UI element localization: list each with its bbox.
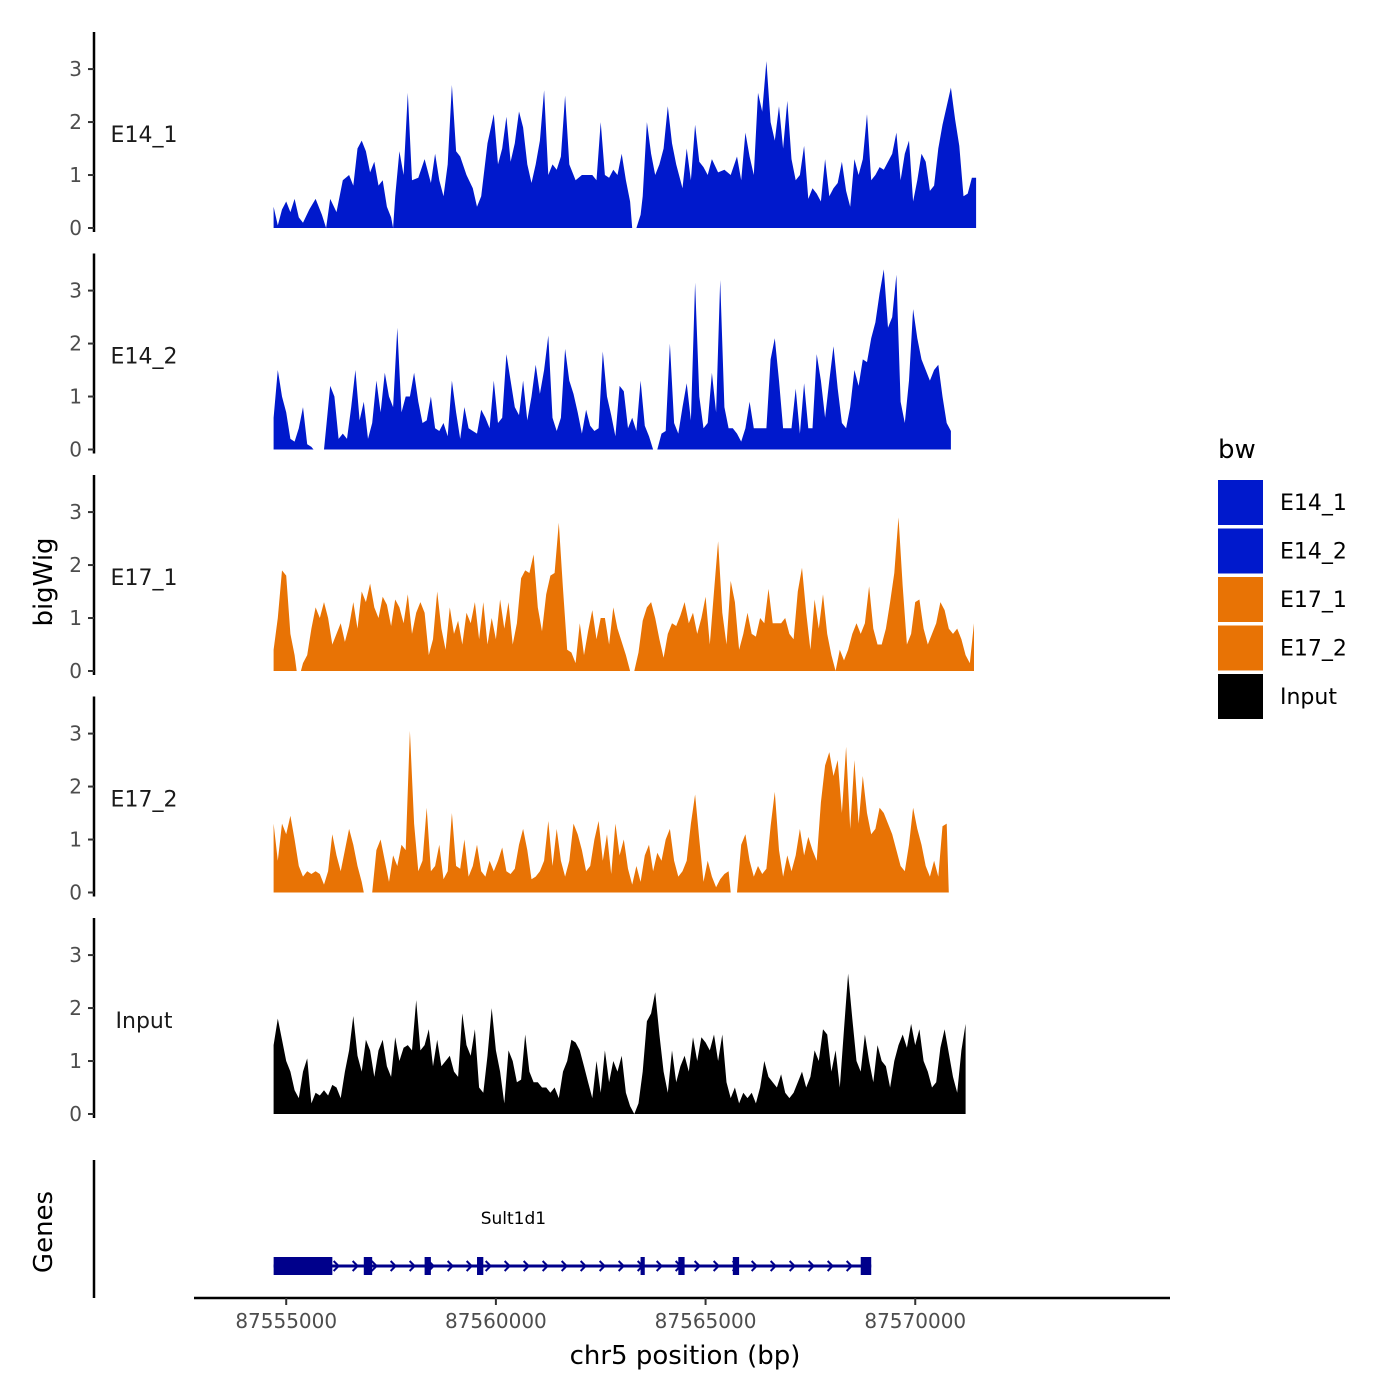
coverage-area [273, 517, 975, 671]
y-tick-label: 1 [69, 828, 82, 852]
y-tick-label: 2 [69, 775, 82, 799]
legend-label: Input [1280, 685, 1337, 710]
track-input: 0 1 2 3 Input [69, 918, 966, 1126]
y-tick-label: 2 [69, 332, 82, 356]
strand-arrow [484, 1260, 493, 1272]
x-axis-title: chr5 position (bp) [570, 1341, 801, 1371]
strand-arrow [541, 1260, 550, 1272]
y-tick-label: 0 [69, 659, 82, 683]
coverage-area [273, 730, 949, 893]
x-tick-label: 87555000 [235, 1309, 337, 1333]
gene-exon [678, 1257, 685, 1275]
legend-item-input: Input [1218, 674, 1337, 719]
y-tick-label: 2 [69, 553, 82, 577]
coverage-area [273, 61, 977, 228]
legend-label: E14_2 [1280, 540, 1347, 565]
gene-sult1d1: Sult1d1 [273, 1209, 872, 1275]
y-tick-label: 1 [69, 1049, 82, 1073]
gene-exon [640, 1257, 645, 1275]
y-tick-label: 2 [69, 996, 82, 1020]
legend-swatch [1218, 625, 1263, 671]
gene-exon [477, 1257, 484, 1275]
strand-arrow [465, 1260, 474, 1272]
track-label: E14_2 [111, 345, 178, 370]
strand-arrow [845, 1260, 854, 1272]
tracks-layer: 0 1 2 3 E14_1 0 1 2 3 E14_2 0 1 2 3 E17_1 0 1 2 3 E17_2 0 1 2 3… [69, 32, 977, 1126]
y-tick-label: 3 [69, 279, 82, 303]
strand-arrow [389, 1260, 398, 1272]
y-tick-label: 1 [69, 385, 82, 409]
strand-arrow [370, 1260, 379, 1272]
y-axis-title: bigWig [29, 537, 59, 626]
legend-label: E17_1 [1280, 588, 1347, 613]
strand-arrow [503, 1260, 512, 1272]
genes-axis-title: Genes [29, 1191, 59, 1273]
y-tick-label: 0 [69, 1102, 82, 1126]
track-label: E17_1 [111, 566, 178, 591]
strand-arrow [655, 1260, 664, 1272]
legend-swatch [1218, 577, 1263, 622]
gene-exon [860, 1257, 872, 1275]
strand-arrow [446, 1260, 455, 1272]
strand-arrow [351, 1260, 360, 1272]
strand-arrow [598, 1260, 607, 1272]
strand-arrow [826, 1260, 835, 1272]
y-tick-label: 0 [69, 216, 82, 240]
gene-exon [273, 1257, 333, 1275]
track-e14-2: 0 1 2 3 E14_2 [69, 253, 951, 462]
strand-arrow [750, 1260, 759, 1272]
x-tick-label: 87565000 [655, 1309, 757, 1333]
x-tick-label: 87570000 [864, 1309, 966, 1333]
y-tick-label: 3 [69, 722, 82, 746]
y-tick-label: 1 [69, 606, 82, 630]
coverage-area [273, 269, 951, 450]
strand-arrow [693, 1260, 702, 1272]
y-tick-label: 3 [69, 57, 82, 81]
strand-arrow [807, 1260, 816, 1272]
track-e17-2: 0 1 2 3 E17_2 [69, 696, 949, 905]
genes-panel: Sult1d1 [92, 1160, 872, 1298]
legend-item-e14-2: E14_2 [1218, 528, 1347, 574]
strand-arrow [769, 1260, 778, 1272]
strand-arrow [617, 1260, 626, 1272]
legend-item-e17-2: E17_2 [1218, 625, 1347, 671]
gene-name-label: Sult1d1 [481, 1209, 546, 1229]
gene-exon [424, 1257, 431, 1275]
y-tick-label: 3 [69, 943, 82, 967]
y-tick-label: 1 [69, 163, 82, 187]
y-tick-label: 0 [69, 881, 82, 905]
x-axis: 87555000 87560000 87565000 87570000 [194, 1296, 1170, 1333]
legend-swatch [1218, 480, 1263, 525]
legend-label: E14_1 [1280, 491, 1347, 516]
strand-arrow [788, 1260, 797, 1272]
y-tick-label: 3 [69, 500, 82, 524]
track-label: E17_2 [111, 788, 178, 813]
legend-items: E14_1 E14_2 E17_1 E17_2 Input [1218, 480, 1347, 719]
legend-item-e14-1: E14_1 [1218, 480, 1347, 525]
track-label: Input [116, 1009, 173, 1034]
x-tick-label: 87560000 [445, 1309, 547, 1333]
gene-exon [363, 1257, 373, 1275]
legend-swatch [1218, 674, 1263, 719]
legend: bw E14_1 E14_2 E17_1 E17_2 Input [1218, 435, 1347, 719]
strand-arrow [408, 1260, 417, 1272]
track-e14-1: 0 1 2 3 E14_1 [69, 32, 977, 240]
strand-arrow [579, 1260, 588, 1272]
legend-label: E17_2 [1280, 637, 1347, 662]
y-tick-label: 0 [69, 438, 82, 462]
legend-item-e17-1: E17_1 [1218, 577, 1347, 622]
legend-title: bw [1218, 435, 1256, 465]
track-e17-1: 0 1 2 3 E17_1 [69, 475, 975, 683]
strand-arrow [712, 1260, 721, 1272]
gene-exon [732, 1257, 740, 1275]
track-label: E14_1 [111, 123, 178, 148]
coverage-area [273, 973, 966, 1114]
strand-arrow [560, 1260, 569, 1272]
legend-swatch [1218, 528, 1263, 574]
strand-arrow [522, 1260, 531, 1272]
y-tick-label: 2 [69, 110, 82, 134]
strand-arrow [332, 1260, 341, 1272]
